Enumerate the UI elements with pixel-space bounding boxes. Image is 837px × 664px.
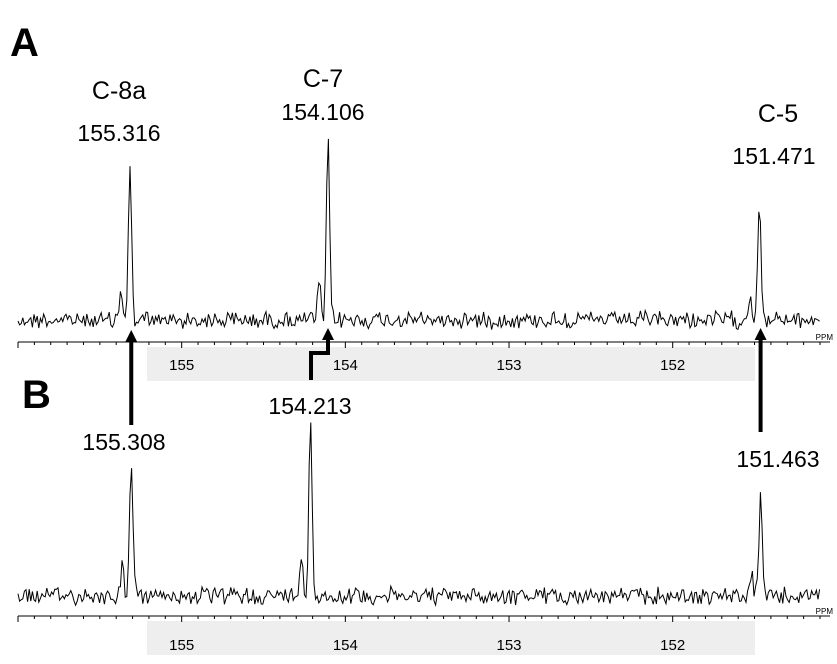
peak-value-a-c7: 154.106 [281,99,364,125]
peak-value-b-c8a: 155.308 [82,429,165,455]
peak-value-b-c5: 151.463 [736,446,819,472]
tick-label-155: 155 [169,357,194,374]
peak-value-a-c5: 151.471 [732,143,815,169]
tick-label-154: 154 [333,357,358,374]
peak-value-b-c7: 154.213 [268,393,351,419]
axis-band-b [147,621,755,655]
arrow-shaft-c7 [309,336,330,380]
tick-label-153: 153 [497,357,522,374]
peak-label-c7: C-7 [303,65,343,93]
axis-unit-label: PPM [816,333,834,342]
arrow-head [754,328,767,340]
spectrum-line-a [17,138,820,330]
peak-label-c8a: C-8a [92,77,146,105]
tick-label-153: 153 [497,637,522,654]
peak-label-c5: C-5 [758,100,798,128]
tick-label-152: 152 [660,357,685,374]
panel-a-letter: A [10,21,39,65]
panel-b-letter: B [22,373,51,417]
axis-band-a [147,347,755,381]
tick-label-154: 154 [333,637,358,654]
spectra-layer: 155 154 153 152 PPM 155 154 153 152 PPM [17,138,834,655]
tick-label-152: 152 [660,637,685,654]
axis-unit-label: PPM [816,607,834,616]
peak-value-a-c8a: 155.316 [77,120,160,146]
spectrum-line-b [17,422,821,607]
arrow-head [125,330,138,342]
arrow-head [321,328,334,340]
tick-label-155: 155 [169,637,194,654]
